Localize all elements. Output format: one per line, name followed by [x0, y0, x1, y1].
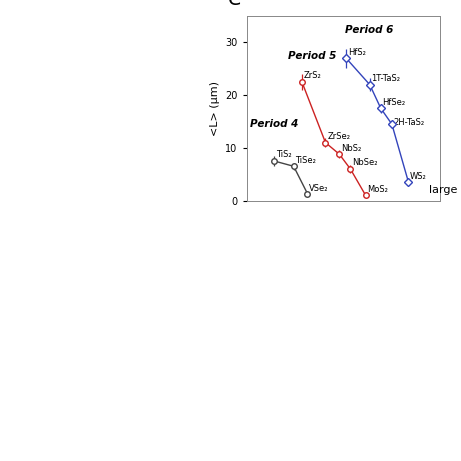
Text: TiS₂: TiS₂: [276, 150, 291, 160]
Text: Period 5: Period 5: [288, 51, 337, 61]
Text: NbS₂: NbS₂: [341, 143, 361, 153]
Text: e: e: [228, 0, 242, 9]
Text: TiSe₂: TiSe₂: [296, 156, 316, 165]
Text: 2H-TaS₂: 2H-TaS₂: [394, 118, 425, 127]
Text: MoS₂: MoS₂: [367, 185, 388, 194]
Text: ZrSe₂: ZrSe₂: [327, 132, 350, 141]
Text: WS₂: WS₂: [410, 171, 427, 181]
Text: VSe₂: VSe₂: [309, 183, 329, 193]
Text: HfS₂: HfS₂: [348, 47, 366, 57]
Text: Period 6: Period 6: [345, 24, 393, 35]
Text: Period 4: Period 4: [250, 119, 298, 130]
Text: large: large: [429, 185, 458, 195]
Y-axis label: <L> (μm): <L> (μm): [210, 81, 220, 136]
Text: 1T-TaS₂: 1T-TaS₂: [372, 74, 401, 83]
Text: ZrS₂: ZrS₂: [304, 71, 321, 80]
Text: NbSe₂: NbSe₂: [352, 158, 378, 167]
Text: HfSe₂: HfSe₂: [383, 98, 406, 107]
